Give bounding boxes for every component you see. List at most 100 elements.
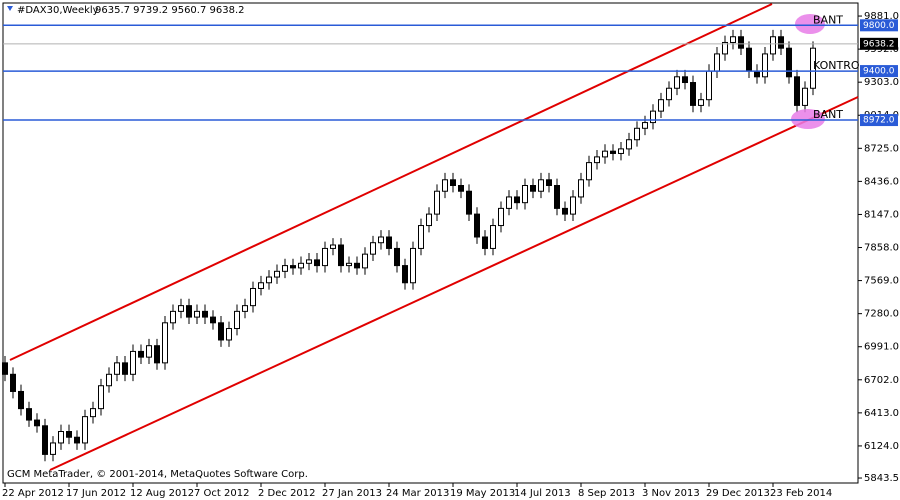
x-tick-label: 17 Jun 2012 [66, 488, 126, 499]
x-tick-label: 27 Jan 2013 [322, 488, 382, 499]
candle-body [42, 425, 48, 455]
candle-body [802, 87, 808, 106]
candle-body [426, 213, 432, 227]
candle-body [34, 419, 40, 427]
candle-body [130, 350, 136, 375]
ohlc-info: 9635.7 9739.2 9560.7 9638.2 [95, 5, 245, 16]
candle-body [418, 225, 424, 249]
candle-body [410, 247, 416, 284]
level-text: BANT [813, 108, 843, 121]
candle-body [490, 225, 496, 249]
channel-lower [49, 96, 859, 471]
candle-body [658, 99, 664, 112]
level-text: KONTRO [813, 59, 860, 72]
candle-body [378, 236, 384, 244]
candle-body [434, 190, 440, 215]
x-tick-label: 29 Dec 2013 [706, 488, 770, 499]
candle-body [618, 148, 624, 154]
candle-body [602, 150, 608, 158]
plot-frame [2, 2, 859, 484]
candle-body [506, 196, 512, 209]
candle-body [514, 196, 520, 204]
y-tick-label: 8725.0 [864, 143, 899, 154]
candle-body [202, 310, 208, 318]
candle-body [682, 76, 688, 84]
y-tick-label: 9303.0 [864, 77, 899, 88]
level-box [860, 19, 898, 32]
candle-body [330, 244, 336, 249]
candle-body [82, 416, 88, 444]
candle-body [530, 185, 536, 192]
candle-body [322, 247, 328, 267]
candle-body [778, 36, 784, 49]
candle-body [674, 76, 680, 89]
candle-body [562, 207, 568, 215]
current-price-label: 9638.2 [863, 39, 895, 49]
y-tick-label: 7858.0 [864, 243, 899, 254]
candle-body [346, 262, 352, 267]
x-tick-label: 24 Mar 2013 [386, 488, 449, 499]
y-tick-label: 8436.0 [864, 176, 899, 187]
candle-body [810, 47, 816, 89]
candle-body [738, 36, 744, 49]
y-tick-label: 6413.0 [864, 408, 899, 419]
candle-body [194, 310, 200, 318]
candle-body [138, 350, 144, 358]
x-tick-label: 12 Aug 2012 [130, 488, 194, 499]
candle-body [522, 185, 528, 204]
y-tick-label: 5843.5 [864, 473, 899, 484]
candle-body [274, 270, 280, 278]
candle-body [186, 305, 192, 318]
x-tick-label: 14 Jul 2013 [514, 488, 571, 499]
candle-body [26, 408, 32, 421]
level-box [860, 65, 898, 78]
candle-body [626, 139, 632, 150]
level-label: 9800.0 [863, 21, 895, 31]
candle-body [586, 162, 592, 181]
candle-body [162, 322, 168, 364]
y-tick-label: 9881.0 [864, 11, 899, 22]
candle-body [66, 431, 72, 438]
candle-body [754, 70, 760, 78]
candle-body [594, 156, 600, 164]
candle-body [770, 36, 776, 55]
candle-body [114, 362, 120, 375]
candle-body [106, 373, 112, 387]
candle-body [178, 305, 184, 312]
y-tick-label: 7569.0 [864, 276, 899, 287]
candle-body [298, 262, 304, 269]
candle-body [746, 47, 752, 72]
x-tick-label: 23 Feb 2014 [770, 488, 832, 499]
candle-body [282, 265, 288, 272]
candle-body [306, 259, 312, 264]
candle-body [698, 99, 704, 106]
candle-body [394, 247, 400, 267]
candle-body [610, 150, 616, 154]
x-tick-label: 22 Apr 2012 [2, 488, 64, 499]
candle-body [538, 179, 544, 192]
y-tick-label: 7280.0 [864, 309, 899, 320]
candle-body [442, 179, 448, 192]
candle-body [482, 236, 488, 249]
candle-body [650, 110, 656, 124]
channel-upper [9, 3, 773, 361]
symbol: #DAX30,Weekly [17, 5, 99, 16]
candle-body [794, 76, 800, 106]
level-label: 8972.0 [863, 116, 895, 126]
candle-body [786, 47, 792, 78]
highlight [791, 109, 825, 129]
candle-body [170, 310, 176, 324]
candle-body [74, 436, 80, 444]
candle-body [258, 282, 264, 289]
candle-body [666, 87, 672, 101]
candle-body [58, 431, 64, 444]
candle-body [546, 179, 552, 187]
candle-body [250, 287, 256, 307]
candle-body [570, 196, 576, 215]
candle-body [10, 373, 16, 392]
footer: GCM MetaTrader, © 2001-2014, MetaQuotes … [7, 469, 308, 480]
current-price-box [860, 37, 898, 50]
y-tick-label: 6991.0 [864, 342, 899, 353]
candle-body [714, 53, 720, 72]
candle-body [690, 82, 696, 106]
